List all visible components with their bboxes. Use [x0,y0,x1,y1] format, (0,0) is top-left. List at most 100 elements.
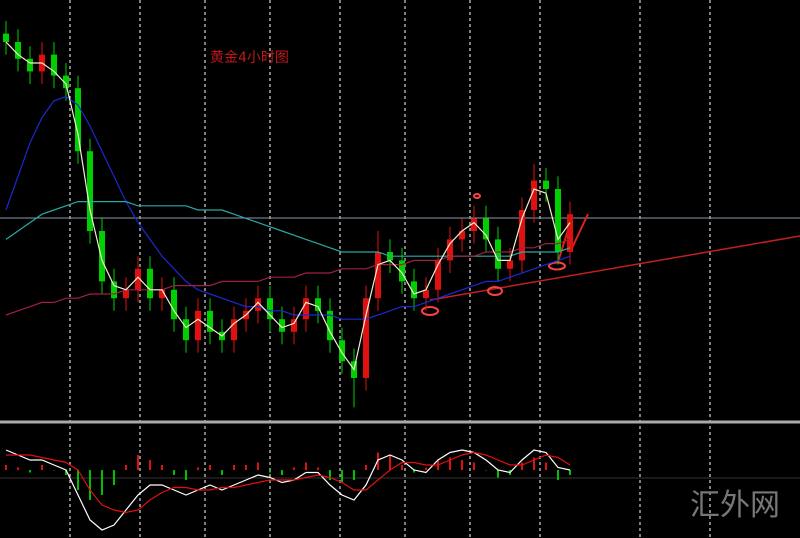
macd-bar [125,465,127,470]
macd-bar [5,465,7,470]
candle-body [507,260,513,269]
candle-body [255,298,261,311]
macd-bar [449,457,451,470]
candle-body [315,298,321,311]
macd-bar [353,470,355,480]
candle-body [447,239,453,261]
candle-body [99,231,105,282]
indicator-line [5,95,571,320]
macd-bar [425,467,427,470]
macd-bar [245,465,247,470]
macd-bar [53,470,55,471]
macd-bar [185,470,187,480]
macd-bar [281,470,283,475]
candle-body [435,260,441,290]
candle-body [423,289,429,299]
macd-bar [305,462,307,470]
candle-body [207,310,213,332]
candle-body [567,214,573,252]
candle-body [15,42,21,59]
macd-bar [461,460,463,470]
macd-bar [485,470,487,471]
candle-body [519,210,525,261]
candle-body [495,239,501,269]
candle-body [363,298,369,378]
macd-bar [497,470,499,478]
candle-body [123,289,129,299]
macd-bar [65,470,67,475]
macd-bar [545,462,547,470]
indicator-line [5,238,571,316]
macd-bar [149,460,151,470]
candle-body [459,231,465,240]
macd-bar [317,467,319,470]
macd-bar [113,470,115,485]
indicator-line [5,41,571,372]
candle-body [531,180,537,210]
macd-bar [101,470,103,495]
macd-bar [197,467,199,470]
macd-bar [473,462,475,470]
macd-bar [77,470,79,490]
macd-bar [17,467,19,470]
macd-bar [209,465,211,470]
markers [421,193,566,316]
macd-bar [401,465,403,470]
candle-body [555,189,561,252]
watermark: 汇外网 [690,488,780,523]
indicator-line [5,449,571,531]
macd-bar [557,470,559,480]
candle-body [303,298,309,320]
macd-bar [341,470,343,483]
candle-body [3,33,9,42]
macd-bar [221,470,223,475]
trendline [429,235,800,301]
candle-body [543,180,549,189]
candle-body [471,218,477,231]
candle-body [327,310,333,341]
candle-body [411,281,417,299]
macd-bar [257,462,259,470]
candle-body [171,289,177,320]
macd-bar [521,462,523,470]
candle-body [267,298,273,320]
macd-bar [161,465,163,470]
macd-bar [173,470,175,475]
candle-body [195,310,201,341]
candle-body [291,319,297,332]
macd-bar [293,467,295,470]
macd-bar [413,470,415,473]
macd-bar [233,465,235,470]
candle-body [135,268,141,290]
candle-body [63,75,69,89]
candle-body [483,218,489,240]
candle-body [87,151,93,231]
macd-bar [365,465,367,470]
candle-body [27,58,33,72]
indicator-line [6,451,571,514]
candle-body [375,252,381,299]
macd-bar [29,470,31,473]
indicator-line [5,201,571,257]
candle-body [183,319,189,341]
candle-body [75,88,81,152]
macd-bar [137,455,139,470]
macd-bar [41,465,43,470]
candle-body [339,340,345,362]
macd-bar [533,457,535,470]
macd-bar [329,470,331,480]
candle-body [399,260,405,282]
chart-title: 黄金4小时图 [210,49,289,66]
candle-body [159,289,165,299]
macd-bar [269,470,271,473]
macd-bar [569,470,571,475]
macd-bar [389,455,391,470]
candle-body [147,268,153,299]
macd-bar [89,470,91,500]
candle-body [231,319,237,341]
candle-body [111,281,117,299]
candle-body [51,54,57,76]
candle-body [279,319,285,332]
